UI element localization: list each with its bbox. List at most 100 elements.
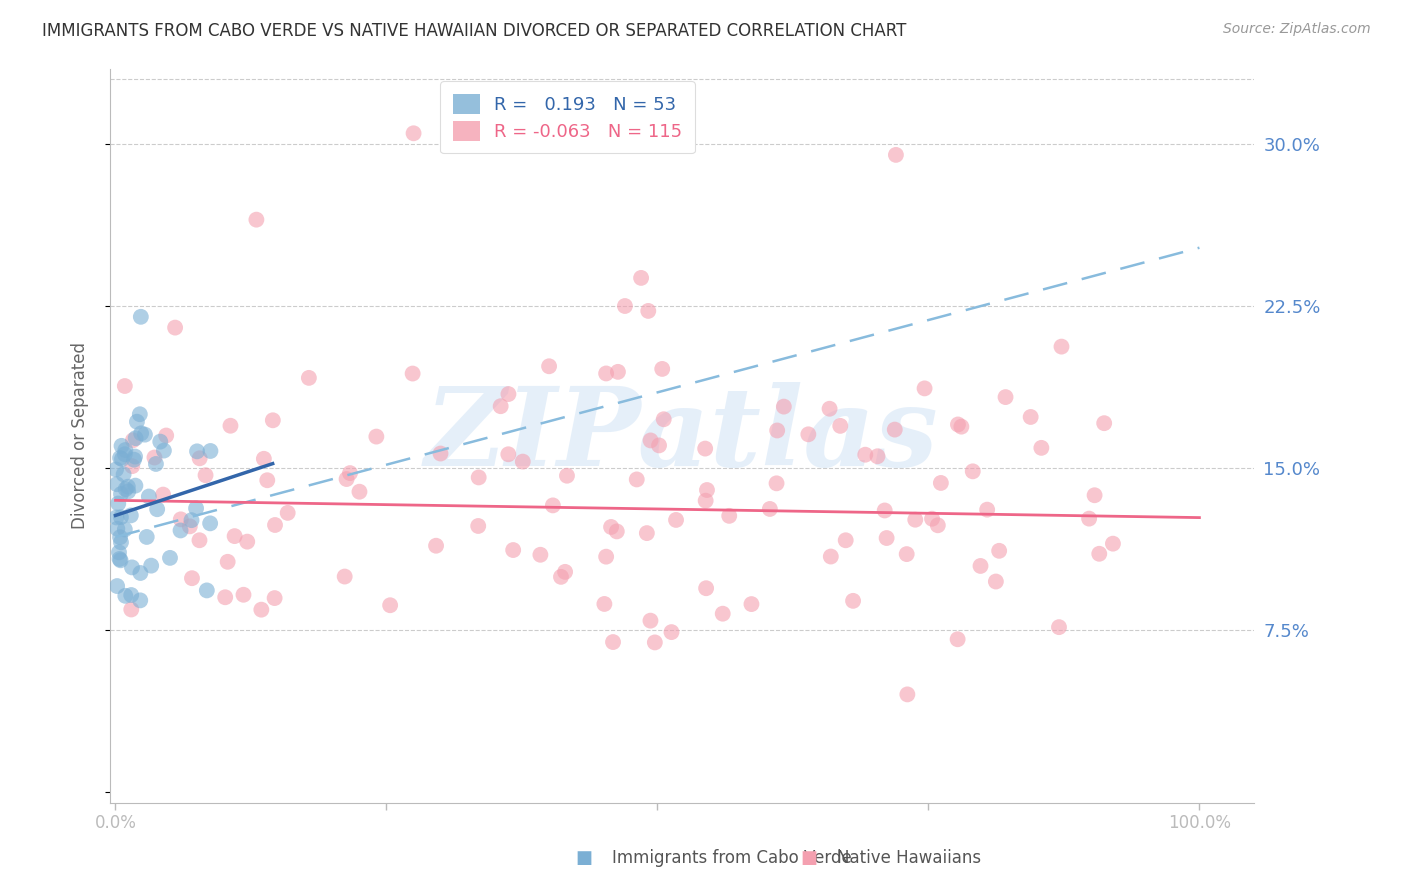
Point	[129, 310, 152, 324]
Point	[105, 462, 128, 476]
Point	[644, 635, 666, 649]
Point	[896, 547, 918, 561]
Point	[277, 506, 299, 520]
Point	[110, 535, 132, 549]
Point	[105, 579, 128, 593]
Point	[896, 687, 918, 701]
Point	[214, 591, 236, 605]
Point	[766, 424, 789, 438]
Point	[143, 450, 166, 465]
Text: Source: ZipAtlas.com: Source: ZipAtlas.com	[1223, 22, 1371, 37]
Point	[114, 447, 136, 461]
Point	[232, 588, 254, 602]
Point	[834, 533, 856, 548]
Point	[467, 519, 489, 533]
Point	[554, 565, 576, 579]
Point	[250, 602, 273, 616]
Point	[830, 418, 852, 433]
Point	[818, 401, 841, 416]
Point	[349, 484, 371, 499]
Point	[181, 571, 204, 585]
Point	[153, 443, 176, 458]
Point	[124, 450, 146, 464]
Point	[298, 371, 321, 385]
Point	[339, 466, 361, 480]
Point	[105, 510, 128, 524]
Point	[108, 450, 131, 465]
Point	[853, 448, 876, 462]
Point	[120, 602, 142, 616]
Point	[648, 438, 671, 452]
Point	[1088, 547, 1111, 561]
Point	[914, 381, 936, 395]
Point	[110, 553, 132, 567]
Point	[695, 581, 717, 595]
Point	[256, 473, 278, 487]
Point	[217, 555, 239, 569]
Point	[108, 530, 131, 544]
Point	[264, 518, 287, 533]
Point	[538, 359, 561, 374]
Y-axis label: Divorced or Separated: Divorced or Separated	[72, 342, 89, 529]
Point	[110, 439, 132, 453]
Point	[711, 607, 734, 621]
Point	[114, 482, 136, 496]
Point	[929, 475, 952, 490]
Point	[335, 472, 357, 486]
Point	[613, 299, 636, 313]
Point	[467, 470, 489, 484]
Point	[640, 434, 662, 448]
Point	[636, 526, 658, 541]
Point	[117, 480, 139, 494]
Point	[105, 477, 128, 491]
Point	[378, 599, 401, 613]
Point	[950, 419, 973, 434]
Point	[224, 529, 246, 543]
Point	[695, 493, 717, 508]
Point	[129, 566, 152, 580]
Point	[188, 451, 211, 466]
Text: ZIPatlas: ZIPatlas	[425, 382, 939, 490]
Point	[927, 518, 949, 533]
Point	[111, 452, 134, 467]
Point	[114, 589, 136, 603]
Text: ■: ■	[800, 849, 817, 867]
Point	[122, 434, 145, 448]
Point	[502, 543, 524, 558]
Point	[866, 450, 889, 464]
Point	[1031, 441, 1053, 455]
Text: IMMIGRANTS FROM CABO VERDE VS NATIVE HAWAIIAN DIVORCED OR SEPARATED CORRELATION : IMMIGRANTS FROM CABO VERDE VS NATIVE HAW…	[42, 22, 907, 40]
Point	[994, 390, 1017, 404]
Point	[141, 558, 163, 573]
Point	[884, 148, 907, 162]
Point	[593, 597, 616, 611]
Point	[169, 524, 191, 538]
Point	[962, 464, 984, 478]
Point	[600, 520, 623, 534]
Point	[606, 524, 628, 539]
Point	[114, 443, 136, 458]
Point	[946, 632, 969, 647]
Point	[188, 533, 211, 548]
Point	[602, 635, 624, 649]
Point	[194, 468, 217, 483]
Point	[134, 427, 156, 442]
Text: ■: ■	[575, 849, 592, 867]
Point	[195, 583, 218, 598]
Point	[425, 539, 447, 553]
Point	[120, 508, 142, 523]
Point	[640, 614, 662, 628]
Point	[155, 428, 177, 442]
Point	[842, 594, 865, 608]
Point	[110, 510, 132, 524]
Point	[984, 574, 1007, 589]
Point	[124, 431, 146, 445]
Point	[125, 415, 148, 429]
Point	[401, 367, 423, 381]
Point	[263, 591, 285, 605]
Point	[665, 513, 688, 527]
Point	[117, 484, 139, 499]
Point	[498, 447, 520, 461]
Point	[179, 519, 201, 533]
Point	[129, 426, 152, 441]
